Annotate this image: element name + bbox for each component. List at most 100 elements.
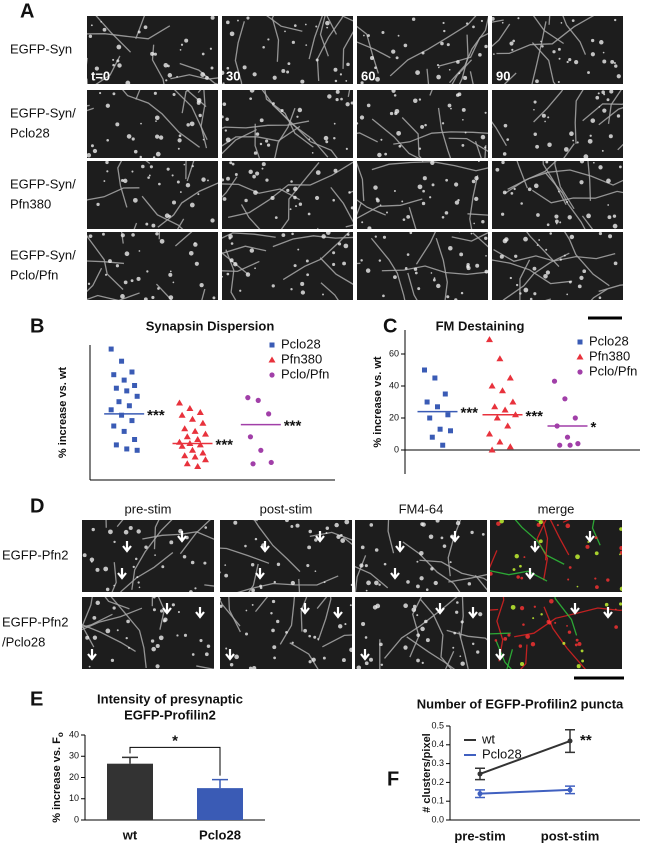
punctum <box>466 266 471 271</box>
punctum <box>597 92 600 95</box>
row-label: EGFP-Syn/ <box>10 176 76 191</box>
process <box>379 639 381 669</box>
panel-letter: E <box>30 688 43 710</box>
punctum <box>545 161 549 164</box>
point <box>486 336 493 343</box>
process <box>264 90 314 148</box>
punctum <box>568 566 572 569</box>
arrow <box>468 607 478 619</box>
x-tick-label: wt <box>122 827 138 842</box>
point <box>132 383 138 388</box>
punctum <box>171 174 174 177</box>
punctum <box>300 281 305 286</box>
punctum <box>201 52 205 56</box>
punctum <box>512 39 516 43</box>
micrograph-texture <box>87 161 218 229</box>
punctum <box>471 642 475 646</box>
punctum <box>384 152 388 156</box>
process <box>393 131 488 145</box>
point <box>258 447 264 453</box>
point <box>567 787 573 793</box>
punctum <box>131 233 135 237</box>
chart-title: Intensity of presynaptic <box>97 691 243 706</box>
punctum <box>503 123 508 128</box>
punctum <box>504 237 509 242</box>
punctum <box>270 195 275 201</box>
punctum <box>222 102 227 106</box>
process <box>469 175 479 229</box>
row-label: EGFP-Syn/ <box>10 105 76 120</box>
punctum <box>281 68 286 73</box>
punctum <box>161 565 165 569</box>
punctum <box>431 183 435 187</box>
point <box>181 425 189 432</box>
punctum <box>82 553 87 558</box>
punctum <box>290 580 296 586</box>
arrow <box>435 603 445 615</box>
punctum <box>149 165 153 169</box>
punctum <box>242 65 247 70</box>
legend-label: Pfn380 <box>589 348 630 363</box>
punctum <box>566 293 569 296</box>
punctum <box>199 282 204 288</box>
process <box>95 16 132 53</box>
punctum <box>532 266 537 271</box>
punctum <box>222 275 223 278</box>
process <box>598 284 623 293</box>
punctum <box>92 148 98 154</box>
punctum <box>167 73 173 78</box>
y-tick-label: 0.5 <box>431 720 444 730</box>
punctum <box>523 287 529 293</box>
punctum <box>152 597 156 599</box>
punctum <box>393 94 397 97</box>
point <box>499 387 506 394</box>
punctum <box>501 161 505 165</box>
process <box>507 169 623 190</box>
punctum <box>333 137 336 140</box>
punctum <box>346 62 350 67</box>
process <box>492 259 573 285</box>
punctum <box>567 630 572 634</box>
punctum <box>560 22 563 24</box>
punctum <box>325 140 329 144</box>
punctum <box>321 234 326 239</box>
point <box>488 382 496 389</box>
punctum <box>249 248 255 253</box>
process <box>222 125 301 147</box>
punctum <box>345 102 350 107</box>
punctum <box>465 22 469 25</box>
micrograph <box>357 90 488 158</box>
chart-title: EGFP-Profilin2 <box>124 707 216 722</box>
punctum <box>571 19 575 22</box>
process <box>526 232 560 267</box>
punctum <box>158 135 164 140</box>
punctum <box>421 201 426 206</box>
punctum <box>480 19 484 23</box>
punctum <box>516 575 520 579</box>
legend-marker <box>576 353 584 360</box>
punctum <box>311 657 316 662</box>
punctum <box>602 59 607 64</box>
punctum <box>230 242 234 245</box>
point <box>429 434 435 440</box>
punctum <box>442 544 447 548</box>
process <box>222 252 249 275</box>
punctum <box>105 103 110 108</box>
panel-letter: A <box>20 0 34 22</box>
punctum <box>581 659 585 663</box>
punctum <box>436 64 440 67</box>
micrograph-texture <box>87 16 218 84</box>
punctum <box>150 51 155 56</box>
micrograph-texture <box>87 232 216 300</box>
micrograph <box>492 90 623 158</box>
punctum <box>415 70 420 75</box>
process <box>282 232 351 281</box>
process <box>490 570 548 582</box>
punctum <box>360 259 363 262</box>
punctum <box>251 603 254 606</box>
punctum <box>418 147 422 150</box>
punctum <box>107 259 112 264</box>
punctum <box>478 612 483 617</box>
